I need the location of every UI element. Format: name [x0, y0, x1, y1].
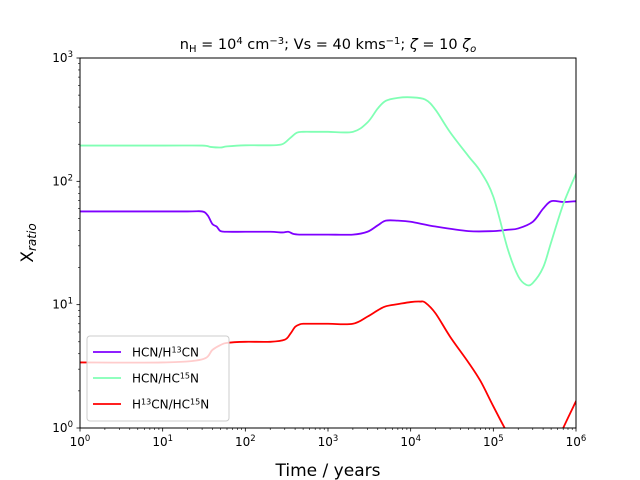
y-tick-label: 101: [52, 297, 73, 312]
x-tick-label: 102: [235, 434, 256, 449]
x-tick-label: 104: [400, 434, 421, 449]
y-axis-label: Xratio: [18, 223, 39, 262]
plot-frame: [79, 57, 577, 429]
y-tick-label: 103: [52, 50, 73, 65]
y-tick-label: 102: [52, 173, 73, 188]
legend-label-3: H13CN/HC15N: [132, 397, 209, 411]
x-tick-label: 100: [70, 434, 91, 449]
x-tick-label: 103: [318, 434, 339, 449]
ticks-layer: 100 101 102 103 104 105 106 100 101 102 103: [52, 50, 586, 449]
series-line-2: [80, 96, 576, 287]
chart-title: nH = 104 cm−3; Vs = 40 kms−1; ζ = 10 ζo: [180, 36, 476, 55]
x-tick-label: 106: [566, 434, 587, 449]
legend-box: [86, 335, 230, 422]
y-tick-label: 100: [52, 420, 73, 435]
legend-label-1: HCN/H13CN: [132, 345, 199, 359]
series-line-1: [80, 199, 576, 236]
x-tick-label: 105: [483, 434, 504, 449]
x-axis-label: Time / years: [275, 461, 381, 480]
legend: HCN/H13CN HCN/HC15N H13CN/HC15N: [86, 335, 230, 422]
x-tick-label: 101: [152, 434, 173, 449]
legend-label-2: HCN/HC15N: [132, 371, 199, 385]
